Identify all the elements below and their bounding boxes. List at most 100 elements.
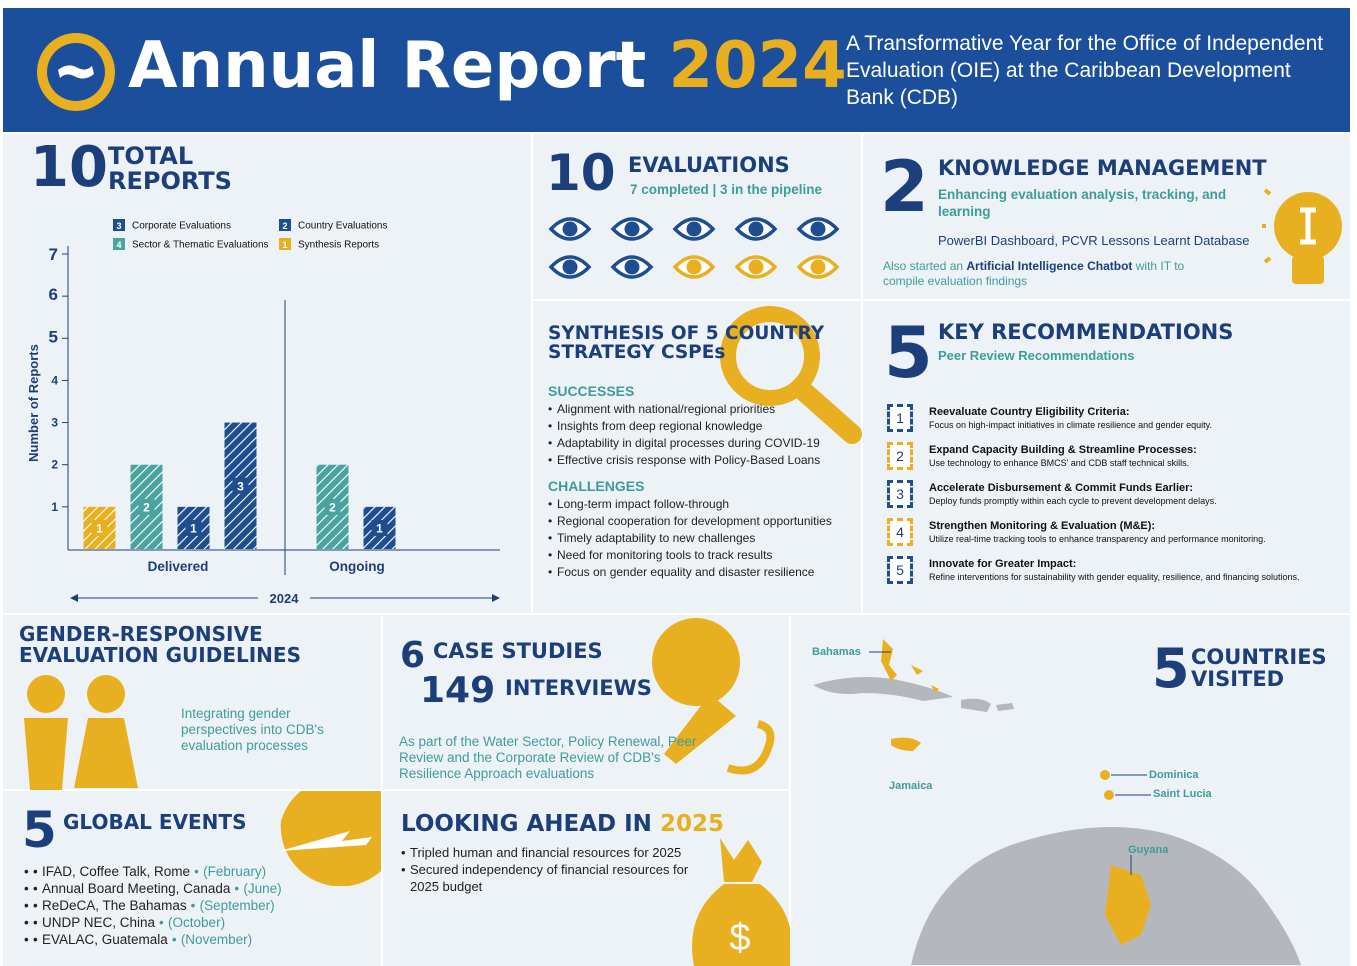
rec-number: 5 (884, 312, 933, 394)
y-tick-label: 1 (51, 500, 58, 514)
y-tick-label: 2 (51, 458, 58, 472)
map-label: Jamaica (889, 780, 933, 792)
subtitle: A Transformative Year for the Office of … (846, 32, 1324, 109)
bar-label-bg (371, 519, 388, 536)
legend-key: 1 (282, 240, 287, 250)
x-tick-label: Delivered (148, 559, 209, 574)
eval-number: 10 (546, 144, 616, 202)
pupil (686, 259, 702, 275)
km-number: 2 (880, 146, 929, 228)
heading: TOTAL REPORTS (108, 142, 232, 196)
legend-key: 4 (116, 240, 121, 250)
km-subtitle: Enhancing evaluation analysis, tracking,… (938, 187, 1227, 219)
cs-title: CASE STUDIES (433, 639, 603, 663)
rec-title: KEY RECOMMENDATIONS (938, 320, 1234, 344)
successes-heading: SUCCESSES (548, 383, 635, 399)
event-date: (November) (172, 932, 252, 947)
event-item: EVALAC, Guatemala (November) (24, 931, 282, 948)
rec-text: Deploy funds promptly within each cycle … (929, 496, 1217, 506)
event-date: (June) (234, 881, 281, 896)
bar-label: 1 (96, 521, 103, 535)
rec-list: 1 Reevaluate Country Eligibility Criteria… (885, 402, 1345, 592)
y-tick-label: 3 (51, 416, 58, 430)
countries-title: COUNTRIES VISITED (1191, 645, 1327, 692)
event-name: EVALAC, Guatemala (33, 932, 168, 947)
rec-text: Refine interventions for sustainability … (929, 572, 1300, 582)
bar-label-bg (232, 477, 249, 494)
interviews-title: INTERVIEWS (505, 676, 652, 700)
rec-badge: 5 (887, 556, 913, 584)
bar-label: 3 (237, 479, 244, 493)
map-label: Bahamas (812, 646, 861, 658)
pupil (624, 221, 640, 237)
cs-number: 6 (400, 635, 426, 676)
challenges-heading: CHALLENGES (548, 478, 645, 494)
legend-key: 2 (282, 221, 287, 231)
rec-badge: 1 (887, 404, 913, 432)
successes: Alignment with national/regional priorit… (548, 401, 820, 469)
globe-icon (280, 791, 381, 886)
pupil (810, 221, 826, 237)
bar-label: 2 (329, 500, 336, 514)
rec-title: Reevaluate Country Eligibility Criteria: (929, 406, 1130, 418)
outlook-title-text: LOOKING AHEAD IN (401, 811, 652, 837)
rec-title: Strengthen Monitoring & Evaluation (M&E)… (929, 520, 1156, 532)
rec-item: 3 Accelerate Disbursement & Commit Funds … (885, 478, 1345, 516)
eval-title: EVALUATIONS (628, 153, 790, 177)
rec-title: Accelerate Disbursement & Commit Funds E… (929, 482, 1194, 494)
y-tick-label: 5 (49, 327, 58, 346)
title-text: Annual Report (128, 29, 647, 103)
map (813, 639, 1301, 965)
legend-swatch (113, 219, 125, 231)
pupil (562, 221, 578, 237)
panel (863, 301, 1350, 613)
challenge-item: Timely adaptability to new challenges (548, 530, 832, 547)
km-note-text: Also started an (883, 259, 967, 273)
challenge-item: Long-term impact follow-through (548, 496, 832, 513)
event-date: (February) (194, 864, 266, 879)
y-tick-label: 7 (49, 245, 58, 264)
events-title: GLOBAL EVENTS (63, 810, 247, 834)
x-tick-label: Ongoing (329, 559, 384, 574)
pupil (624, 259, 640, 275)
bar-label: 1 (190, 521, 197, 535)
magnifier-icon (720, 306, 862, 444)
success-item: Effective crisis response with Policy-Ba… (548, 452, 820, 469)
challenges: Long-term impact follow-throughRegional … (548, 496, 832, 581)
challenge-item: Regional cooperation for development opp… (548, 513, 832, 530)
outlook-item: Secured independency of financial resour… (401, 861, 691, 895)
rec-title: Innovate for Greater Impact: (929, 558, 1077, 570)
rec-badge: 4 (887, 518, 913, 546)
countries-number: 5 (1152, 637, 1190, 700)
rec-text: Focus on high-impact initiatives in clim… (929, 420, 1212, 430)
km-title: KNOWLEDGE MANAGEMENT (938, 156, 1267, 180)
people-icon (24, 675, 138, 790)
map-label: Guyana (1128, 844, 1169, 856)
title: Annual Report 2024 (128, 34, 847, 98)
success-item: Adaptability in digital processes during… (548, 435, 820, 452)
map-label: Dominica (1149, 769, 1199, 781)
header (3, 8, 1350, 132)
event-name: ReDeCA, The Bahamas (33, 898, 187, 913)
y-tick-label: 6 (49, 285, 58, 304)
challenge-item: Need for monitoring tools to track resul… (548, 547, 832, 564)
rec-badge: 2 (887, 442, 913, 470)
y-tick-label: 4 (51, 373, 58, 387)
cs-text: As part of the Water Sector, Policy Rene… (399, 734, 697, 781)
rec-subtitle: Peer Review Recommendations (938, 348, 1135, 363)
bar-label-bg (324, 498, 341, 515)
map-label: Saint Lucia (1153, 788, 1212, 800)
event-name: UNDP NEC, China (33, 915, 155, 930)
rec-item: 2 Expand Capacity Building & Streamline P… (885, 440, 1345, 478)
events-number: 5 (22, 801, 57, 859)
pupil (748, 259, 764, 275)
event-item: ReDeCA, The Bahamas (September) (24, 897, 282, 914)
bar-label: 2 (143, 500, 150, 514)
bulb-icon (1262, 188, 1342, 284)
interviews-number: 149 (420, 670, 496, 711)
km-note-text: with IT to compile evaluation findings (883, 259, 1188, 288)
money-bag-icon: $ (692, 838, 790, 966)
legend-label: Sector & Thematic Evaluations (132, 240, 269, 251)
events-list: IFAD, Coffee Talk, Rome(February)Annual … (24, 863, 282, 948)
